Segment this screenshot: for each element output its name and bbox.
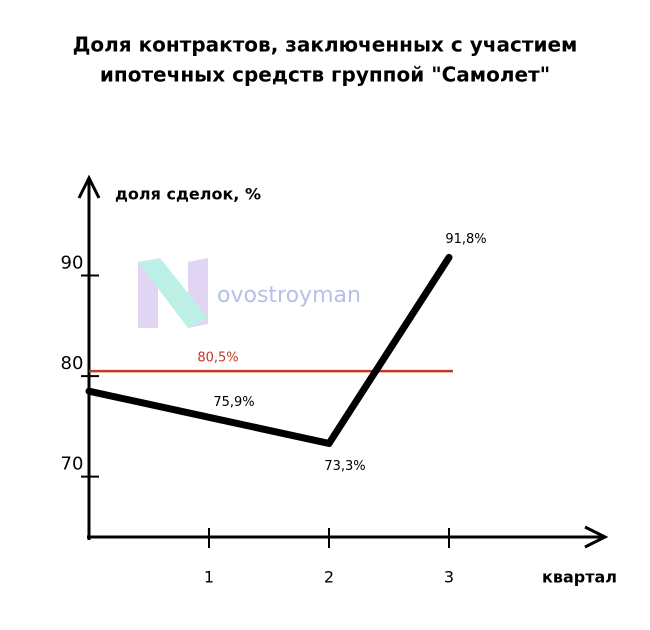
x-axis-label: квартал <box>542 568 617 587</box>
logo-diagonal <box>138 258 208 328</box>
y-axis-label: доля сделок, % <box>115 185 261 204</box>
value-label: 91,8% <box>445 232 486 247</box>
chart-title-line: Доля контрактов, заключенных с участием <box>73 33 578 57</box>
value-label: 73,3% <box>324 459 365 474</box>
y-tick-label: 70 <box>61 454 84 475</box>
y-axis-arrow <box>77 174 101 199</box>
y-tick-label: 90 <box>61 253 84 274</box>
x-tick-label: 3 <box>444 568 454 587</box>
chart-title-line: ипотечных средств группой "Самолет" <box>100 63 550 87</box>
x-axis-arrow <box>584 525 609 549</box>
x-tick-label: 1 <box>204 568 214 587</box>
watermark-logo <box>138 258 208 328</box>
y-tick-label: 80 <box>61 353 84 374</box>
x-tick-label: 2 <box>324 568 334 587</box>
watermark-text: ovostroyman <box>217 283 361 308</box>
value-label: 75,9% <box>213 395 254 410</box>
reference-label: 80,5% <box>197 351 238 366</box>
data-line <box>85 253 453 447</box>
